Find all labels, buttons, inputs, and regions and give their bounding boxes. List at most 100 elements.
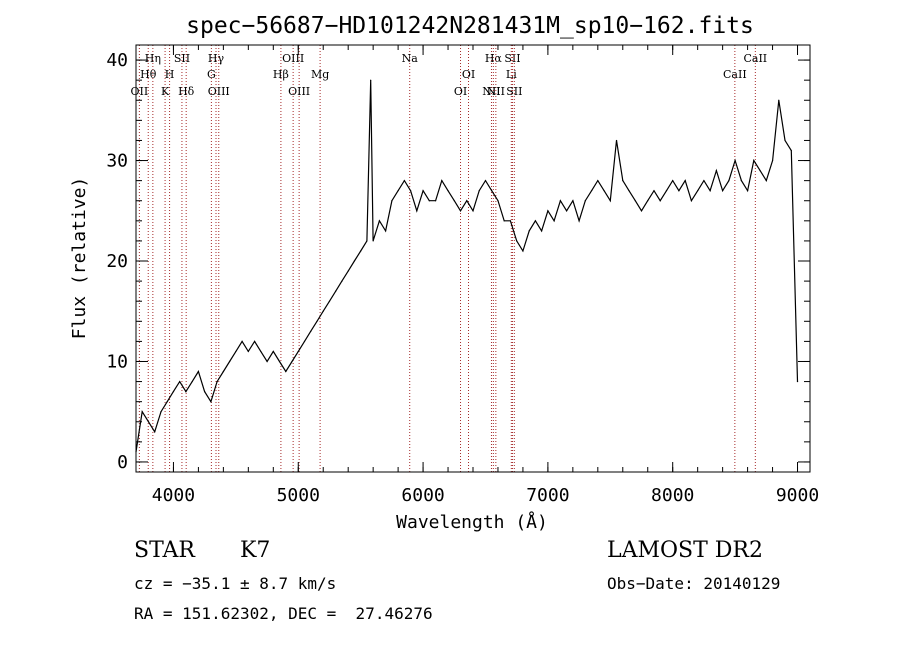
flux-point-75 <box>597 180 599 182</box>
flux-point-92 <box>703 180 705 182</box>
y-tick-label-4: 40 <box>106 50 128 71</box>
flux-point-81 <box>634 200 636 202</box>
redshift-info: cz = −35.1 ± 8.7 km/s <box>134 574 337 593</box>
flux-point-14 <box>222 370 224 373</box>
line-label-21: SII <box>504 52 520 65</box>
flux-point-40 <box>378 220 380 222</box>
flux-point-52 <box>453 200 455 202</box>
flux-point-42 <box>391 200 393 202</box>
line-label-23: CaII <box>723 68 747 81</box>
line-label-10: Hβ <box>273 68 289 81</box>
flux-point-50 <box>441 180 443 182</box>
flux-point-37 <box>366 240 368 242</box>
flux-point-53 <box>459 210 462 212</box>
flux-point-80 <box>628 190 630 192</box>
line-label-0: OII <box>131 85 149 98</box>
line-label-7: G <box>207 68 216 81</box>
y-tick-label-2: 20 <box>106 251 128 272</box>
x-axis-label: Wavelength (Å) <box>396 511 548 533</box>
flux-point-26 <box>297 350 299 353</box>
flux-point-32 <box>335 290 337 292</box>
flux-point-45 <box>409 190 412 192</box>
flux-point-10 <box>197 370 200 373</box>
survey-name: LAMOST DR2 <box>607 538 763 563</box>
x-tick-label-2: 6000 <box>401 485 444 506</box>
flux-point-103 <box>771 159 774 162</box>
obs-date: Obs−Date: 20140129 <box>607 574 781 593</box>
flux-point-78 <box>615 139 618 142</box>
flux-point-34 <box>347 270 349 272</box>
flux-point-35 <box>353 260 356 262</box>
flux-point-97 <box>734 159 736 162</box>
flux-point-17 <box>241 340 243 342</box>
plot-frame <box>135 44 811 473</box>
flux-point-64 <box>528 230 530 232</box>
flux-point-66 <box>541 230 543 232</box>
coordinates-info: RA = 151.62302, DEC = 27.46276 <box>134 604 433 623</box>
flux-point-87 <box>672 180 674 182</box>
flux-point-33 <box>341 280 343 282</box>
line-label-12: OIII <box>288 85 310 98</box>
flux-point-88 <box>678 190 680 192</box>
line-label-20: Li <box>506 68 517 81</box>
x-tick-label-1: 5000 <box>277 485 320 506</box>
flux-point-24 <box>285 370 287 373</box>
flux-point-38 <box>370 79 372 81</box>
flux-point-79 <box>622 180 624 182</box>
flux-point-49 <box>434 200 437 202</box>
y-tick-label-1: 10 <box>106 351 128 372</box>
flux-point-68 <box>553 220 555 222</box>
flux-point-23 <box>278 360 281 363</box>
line-label-9: OIII <box>208 85 230 98</box>
flux-point-30 <box>322 310 324 312</box>
flux-point-29 <box>316 320 318 322</box>
flux-point-11 <box>204 391 206 393</box>
flux-point-84 <box>653 190 655 192</box>
flux-point-56 <box>478 190 480 192</box>
flux-point-1 <box>141 411 143 413</box>
flux-point-39 <box>372 240 374 242</box>
flux-point-25 <box>291 360 293 363</box>
flux-point-12 <box>210 401 212 403</box>
flux-point-31 <box>328 300 331 302</box>
line-label-14: Na <box>402 52 419 65</box>
flux-point-5 <box>166 401 168 403</box>
flux-point-86 <box>665 190 668 192</box>
y-tick-label-0: 0 <box>117 452 128 473</box>
x-tick-label-0: 4000 <box>152 485 195 506</box>
flux-point-72 <box>578 220 580 222</box>
flux-point-82 <box>640 210 643 212</box>
flux-point-62 <box>516 240 518 242</box>
flux-point-13 <box>216 380 218 383</box>
flux-point-60 <box>503 220 505 222</box>
flux-point-95 <box>722 190 724 192</box>
flux-point-106 <box>790 149 792 152</box>
chart-title: spec−56687−HD101242N281431M_sp10−162.fit… <box>186 13 754 39</box>
flux-point-15 <box>229 360 231 363</box>
flux-series <box>135 79 799 453</box>
flux-point-58 <box>491 190 493 192</box>
flux-point-105 <box>784 139 786 142</box>
flux-point-16 <box>235 350 237 353</box>
flux-point-98 <box>740 180 742 182</box>
object-class: STAR <box>134 538 195 563</box>
flux-point-51 <box>447 190 449 192</box>
flux-point-8 <box>185 391 187 393</box>
flux-point-107 <box>796 380 799 383</box>
y-tick-label-3: 30 <box>106 151 128 172</box>
spectral-line-markers: OIIHθHηKHSIIHδGHγOIIIHβOIIIOIIIMgNaOIOIN… <box>131 45 767 472</box>
flux-point-96 <box>728 180 730 182</box>
flux-point-71 <box>572 200 574 202</box>
flux-point-48 <box>428 200 430 202</box>
flux-point-73 <box>584 200 586 202</box>
flux-point-59 <box>497 200 499 202</box>
line-label-19: NII <box>487 85 505 98</box>
flux-point-7 <box>179 380 181 383</box>
line-label-17: NII <box>482 85 500 98</box>
flux-point-74 <box>590 190 593 192</box>
flux-point-85 <box>659 200 661 202</box>
flux-point-18 <box>247 350 249 353</box>
line-label-11: OIII <box>282 52 304 65</box>
flux-point-4 <box>160 411 162 413</box>
